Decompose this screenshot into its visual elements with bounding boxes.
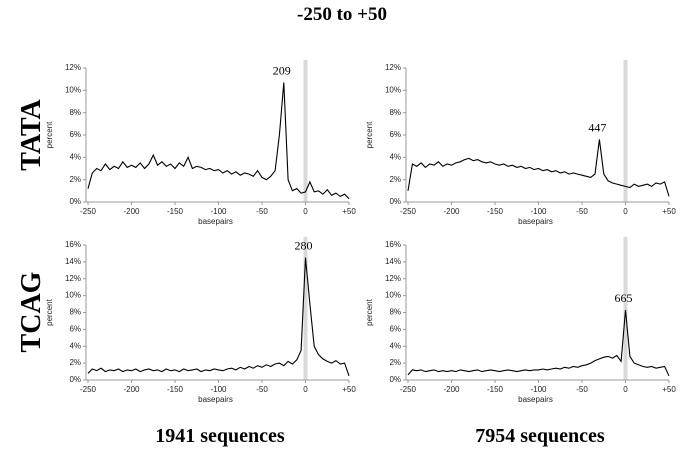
y-tick-label: 6% (389, 324, 401, 333)
x-tick-label: -150 (487, 385, 504, 394)
x-tick-label: +50 (662, 207, 676, 216)
y-tick-label: 10% (65, 85, 81, 94)
x-axis-label: basepairs (198, 395, 233, 404)
x-tick-label: 0 (623, 385, 628, 394)
x-tick-label: -200 (123, 207, 140, 216)
annotation: 280 (295, 239, 313, 253)
y-tick-label: 6% (69, 324, 81, 333)
y-tick-label: 6% (69, 130, 81, 139)
annotation: 665 (615, 291, 633, 305)
x-tick-label: -250 (400, 385, 417, 394)
y-tick-label: 0% (389, 197, 401, 206)
x-tick-label: -150 (167, 385, 184, 394)
annotation: 447 (588, 120, 606, 134)
y-tick-label: 8% (69, 308, 81, 317)
x-tick-label: -150 (167, 207, 184, 216)
x-tick-label: +50 (342, 207, 356, 216)
y-tick-label: 0% (389, 375, 401, 384)
y-tick-label: 10% (385, 85, 401, 94)
y-tick-label: 8% (389, 108, 401, 117)
highlight-band (303, 237, 308, 380)
y-tick-label: 10% (385, 291, 401, 300)
x-tick-label: -200 (123, 385, 140, 394)
y-tick-label: 4% (69, 152, 81, 161)
y-tick-label: 0% (69, 197, 81, 206)
x-tick-label: 0 (623, 207, 628, 216)
x-tick-label: -50 (576, 207, 588, 216)
x-tick-label: -100 (210, 385, 227, 394)
y-tick-label: 4% (69, 341, 81, 350)
x-tick-label: -250 (80, 385, 97, 394)
y-axis-label: percent (365, 298, 374, 325)
x-tick-label: -100 (210, 207, 227, 216)
figure-title: -250 to +50 (297, 4, 387, 25)
y-tick-label: 12% (65, 63, 81, 72)
y-axis-label: percent (45, 121, 54, 148)
y-tick-label: 14% (65, 257, 81, 266)
x-tick-label: 0 (303, 207, 308, 216)
highlight-band (623, 237, 628, 380)
x-tick-label: -200 (443, 207, 460, 216)
y-tick-label: 2% (389, 175, 401, 184)
data-line (407, 139, 670, 197)
x-axis-label: basepairs (198, 217, 233, 226)
x-tick-label: -150 (487, 207, 504, 216)
y-tick-label: 2% (69, 175, 81, 184)
y-tick-label: 16% (65, 240, 81, 249)
x-tick-label: -100 (530, 385, 547, 394)
x-axis-label: basepairs (518, 217, 553, 226)
y-tick-label: 10% (65, 291, 81, 300)
x-tick-label: -200 (443, 385, 460, 394)
y-tick-label: 14% (385, 257, 401, 266)
column-label: 1941 sequences (155, 425, 285, 447)
y-tick-label: 4% (389, 152, 401, 161)
highlight-band (303, 60, 308, 202)
x-tick-label: -250 (400, 207, 417, 216)
y-tick-label: 8% (389, 308, 401, 317)
y-tick-label: 12% (65, 274, 81, 283)
y-tick-label: 12% (385, 63, 401, 72)
data-line (407, 309, 670, 377)
y-tick-label: 12% (385, 274, 401, 283)
y-tick-label: 2% (389, 358, 401, 367)
x-tick-label: 0 (303, 385, 308, 394)
y-axis-label: percent (45, 298, 54, 325)
row-label: TATA (16, 98, 47, 170)
x-tick-label: +50 (662, 385, 676, 394)
y-tick-label: 0% (69, 375, 81, 384)
x-tick-label: -50 (256, 385, 268, 394)
annotation: 209 (273, 64, 291, 78)
x-tick-label: -250 (80, 207, 97, 216)
x-tick-label: -50 (256, 207, 268, 216)
data-line (87, 82, 350, 200)
row-label: TCAG (16, 271, 47, 352)
data-line (87, 257, 350, 376)
x-tick-label: -100 (530, 207, 547, 216)
y-tick-label: 4% (389, 341, 401, 350)
column-label: 7954 sequences (475, 425, 605, 447)
highlight-band (623, 60, 628, 202)
y-tick-label: 16% (385, 240, 401, 249)
x-axis-label: basepairs (518, 395, 553, 404)
y-tick-label: 2% (69, 358, 81, 367)
y-tick-label: 8% (69, 108, 81, 117)
y-axis-label: percent (365, 121, 374, 148)
x-tick-label: +50 (342, 385, 356, 394)
x-tick-label: -50 (576, 385, 588, 394)
y-tick-label: 6% (389, 130, 401, 139)
